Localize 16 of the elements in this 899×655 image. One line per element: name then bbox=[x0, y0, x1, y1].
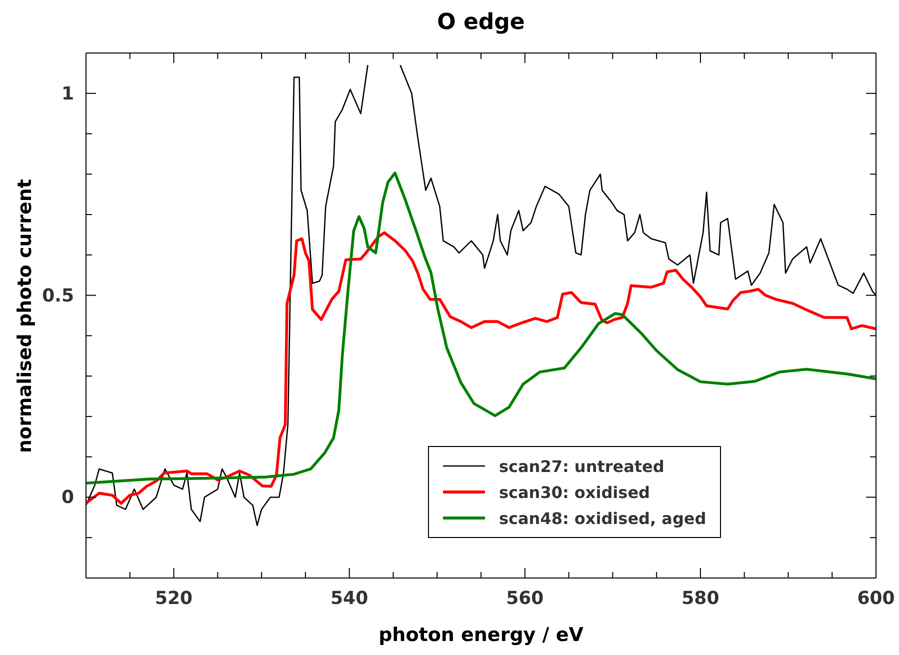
y-tick-label: 1 bbox=[61, 83, 74, 104]
legend-label: scan30: oxidised bbox=[499, 482, 650, 502]
x-tick-label: 540 bbox=[330, 588, 368, 609]
x-tick-label: 520 bbox=[154, 588, 193, 609]
x-tick-label: 580 bbox=[682, 588, 720, 609]
x-tick-label: 600 bbox=[857, 588, 895, 609]
y-tick-label: 0 bbox=[61, 487, 74, 508]
line-series bbox=[86, 231, 876, 505]
legend-label: scan48: oxidised, aged bbox=[499, 508, 706, 528]
y-axis-title: normalised photo current bbox=[14, 178, 36, 452]
line-series bbox=[86, 172, 876, 484]
legend-label: scan27: untreated bbox=[499, 456, 664, 476]
y-tick-label: 0.5 bbox=[42, 285, 74, 306]
x-tick-label: 560 bbox=[506, 588, 544, 609]
x-axis-title: photon energy / eV bbox=[378, 624, 584, 646]
chart-title: O edge bbox=[436, 10, 526, 35]
